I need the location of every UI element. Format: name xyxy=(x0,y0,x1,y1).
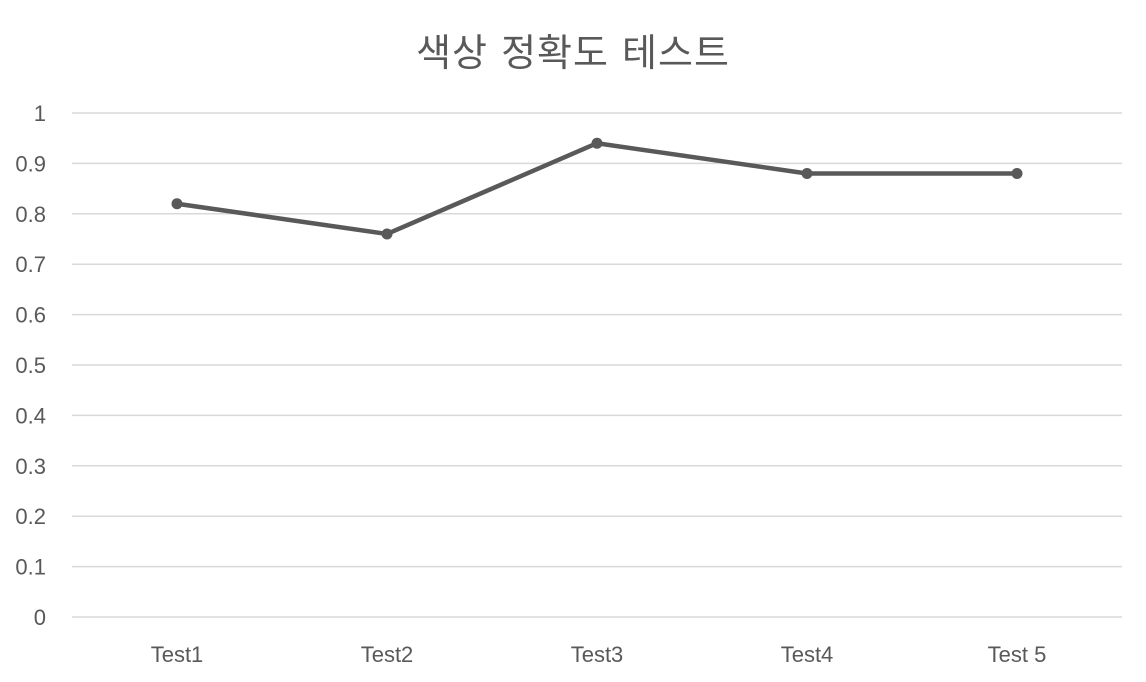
x-tick-label: Test4 xyxy=(781,642,834,667)
chart-title: 색상 정확도 테스트 xyxy=(416,31,730,75)
y-tick-label: 0.4 xyxy=(15,403,46,428)
data-point xyxy=(1011,167,1023,179)
data-point xyxy=(591,137,603,149)
x-tick-label: Test3 xyxy=(571,642,624,667)
y-tick-label: 0.6 xyxy=(15,303,46,328)
y-tick-label: 0.7 xyxy=(15,252,46,277)
data-point xyxy=(381,228,393,240)
series-line xyxy=(174,140,1020,237)
y-tick-label: 0.3 xyxy=(15,454,46,479)
y-tick-label: 0.2 xyxy=(15,504,46,529)
y-tick-label: 1 xyxy=(34,101,46,126)
y-tick-label: 0.8 xyxy=(15,202,46,227)
y-tick-label: 0.9 xyxy=(15,151,46,176)
data-point xyxy=(801,167,813,179)
y-tick-label: 0.5 xyxy=(15,353,46,378)
x-tick-label: Test 5 xyxy=(988,642,1047,667)
x-tick-label: Test2 xyxy=(361,642,414,667)
y-tick-label: 0.1 xyxy=(15,555,46,580)
x-tick-label: Test1 xyxy=(151,642,204,667)
y-tick-label: 0 xyxy=(34,605,46,630)
data-point xyxy=(171,198,183,210)
